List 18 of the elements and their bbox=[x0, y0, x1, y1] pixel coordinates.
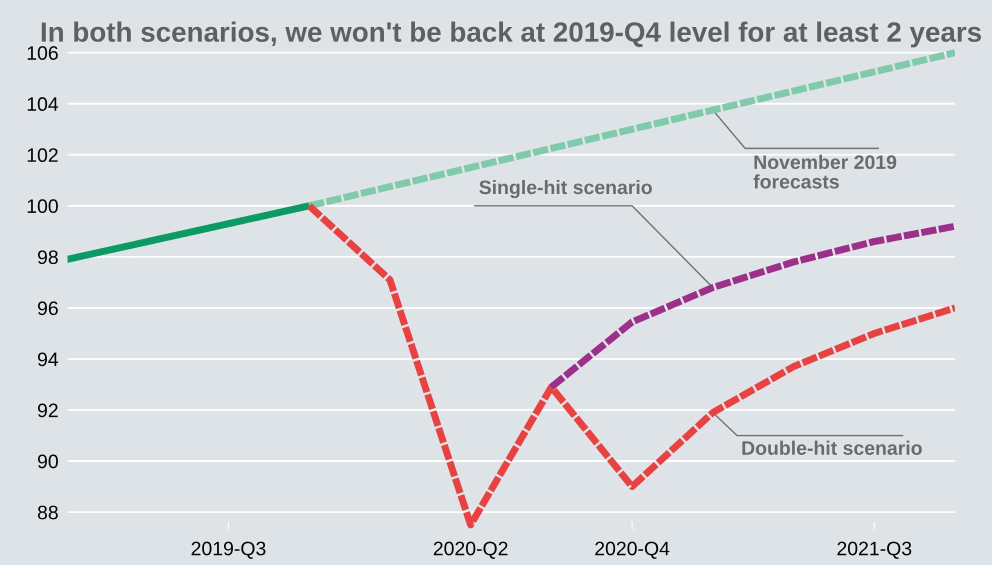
x-tick-label: 2020-Q2 bbox=[434, 542, 508, 559]
x-tick-label: 2021-Q3 bbox=[837, 542, 912, 559]
chart-title: In both scenarios, we won't be back at 2019-Q4 level for at least 2 years bbox=[42, 22, 981, 48]
text: Double-hit scenario bbox=[742, 440, 922, 455]
x-tick-label: 2020-Q4 bbox=[595, 542, 670, 559]
text: Single-hit scenario bbox=[479, 180, 652, 198]
y-tick-label: 90 bbox=[38, 454, 58, 468]
y-tick-label: 104 bbox=[28, 97, 58, 111]
x-tick-label: 2019-Q3 bbox=[192, 542, 266, 559]
text: November 2019 forecasts bbox=[754, 154, 896, 189]
y-tick-label: 100 bbox=[28, 199, 58, 214]
y-tick-label: 92 bbox=[38, 403, 58, 418]
y-tick-label: 94 bbox=[38, 352, 58, 366]
y-tick-label: 106 bbox=[28, 46, 58, 60]
y-tick-label: 96 bbox=[38, 301, 58, 316]
y-tick-label: 98 bbox=[38, 250, 58, 264]
y-tick-label: 102 bbox=[28, 148, 58, 162]
y-tick-label: 88 bbox=[38, 506, 58, 520]
